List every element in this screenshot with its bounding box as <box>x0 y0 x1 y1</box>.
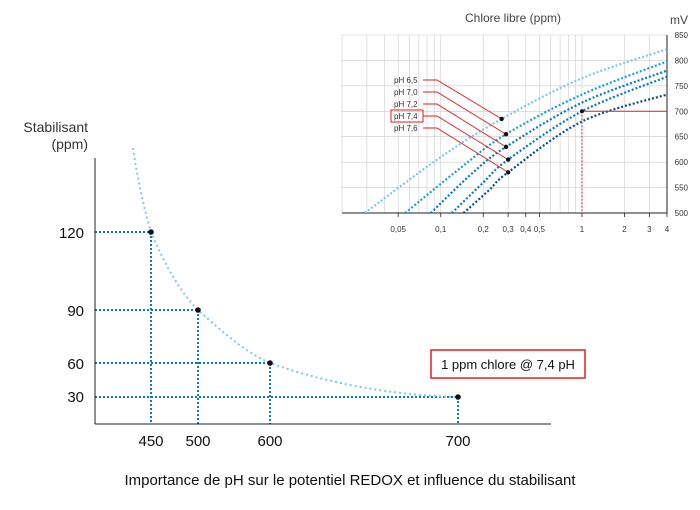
annotation-text: 1 ppm chlore @ 7,4 pH <box>441 357 575 372</box>
marker-point-0 <box>499 116 504 122</box>
leader-line-4 <box>423 127 509 173</box>
y-tick-label-30: 30 <box>67 389 84 406</box>
reference-point <box>579 109 584 114</box>
data-points <box>148 229 461 400</box>
y-tick-label-90: 90 <box>67 303 84 320</box>
chlore-curves <box>364 48 667 213</box>
ph-label-1: pH 7,0 <box>394 88 418 97</box>
x-tick-label-600: 600 <box>257 433 282 450</box>
y-tick-label: 700 <box>675 107 689 116</box>
x-tick-label: 0,5 <box>534 225 546 234</box>
y-tick-label: 800 <box>675 56 689 65</box>
reference-lines <box>579 109 667 213</box>
y-tick-label: 850 <box>675 31 689 40</box>
marker-point-1 <box>503 131 509 137</box>
x-tick-label-500: 500 <box>185 433 210 450</box>
y-tick-label: 650 <box>675 133 689 142</box>
leader-line-0 <box>423 79 502 120</box>
x-tick-label: 4 <box>665 225 670 234</box>
ph-label-2: pH 7,2 <box>394 100 418 109</box>
y-tick-label: 550 <box>675 184 689 193</box>
ph-label-3: pH 7,4 <box>394 112 418 121</box>
x-tick-label: 0,3 <box>503 225 515 234</box>
y-tick-label: 500 <box>675 209 689 218</box>
stabilisant-ylabel-line1: Stabilisant <box>23 119 88 135</box>
x-tick-label: 0,05 <box>390 225 406 234</box>
data-point-600 <box>267 360 273 366</box>
marker-point-3 <box>505 157 511 162</box>
curve-series-3 <box>451 75 667 213</box>
marker-point-2 <box>503 144 509 150</box>
stabilisant-curve <box>132 147 459 398</box>
data-point-700 <box>455 394 461 400</box>
x-tick-label: 2 <box>622 225 627 234</box>
x-tick-label: 0,4 <box>520 225 532 234</box>
leader-line-3 <box>423 115 509 160</box>
data-point-450 <box>148 229 154 235</box>
x-tick-label: 0,2 <box>478 225 490 234</box>
annotation-box <box>430 349 586 379</box>
chlore-title: Chlore libre (ppm) <box>465 11 561 25</box>
chlore-y-unit: mV <box>670 13 688 27</box>
chlore-y-tick-labels: 500 550 600 650 700 750 800 850 <box>675 31 689 218</box>
curve-series-2 <box>430 69 667 213</box>
x-tick-label: 3 <box>647 225 652 234</box>
data-point-500 <box>195 307 201 313</box>
guide-lines <box>95 231 459 424</box>
x-tick-label: 0,1 <box>435 225 447 234</box>
chlore-chart: Chlore libre (ppm) mV 0,05 0,1 0,2 0,3 0,4 0,… <box>341 11 689 234</box>
ph-label-0: pH 6,5 <box>394 76 418 85</box>
leader-line-2 <box>423 103 507 148</box>
x-tick-label: 1 <box>580 225 585 234</box>
x-tick-label-450: 450 <box>138 433 163 450</box>
leader-line-1 <box>423 91 507 135</box>
y-tick-label-120: 120 <box>59 225 84 242</box>
chlore-x-tick-labels: 0,05 0,1 0,2 0,3 0,4 0,5 1 2 3 4 <box>390 213 670 234</box>
stabilisant-ylabel-line2: (ppm) <box>51 136 88 152</box>
ph-labels: pH 6,5 pH 7,0 pH 7,2 pH 7,4 pH 7,6 <box>390 76 511 175</box>
x-tick-label-700: 700 <box>445 433 470 450</box>
ph-label-4: pH 7,6 <box>394 124 418 133</box>
marker-point-4 <box>505 170 511 175</box>
y-tick-label: 750 <box>675 82 689 91</box>
chlore-grid <box>341 34 667 213</box>
y-tick-label: 600 <box>675 158 689 167</box>
caption: Importance de pH sur le potentiel REDOX … <box>124 472 576 489</box>
curve-series-1 <box>404 60 667 213</box>
y-tick-label-60: 60 <box>67 356 84 373</box>
stabilisant-chart: Stabilisant (ppm) 120 90 60 30 450 500 6… <box>23 119 586 450</box>
